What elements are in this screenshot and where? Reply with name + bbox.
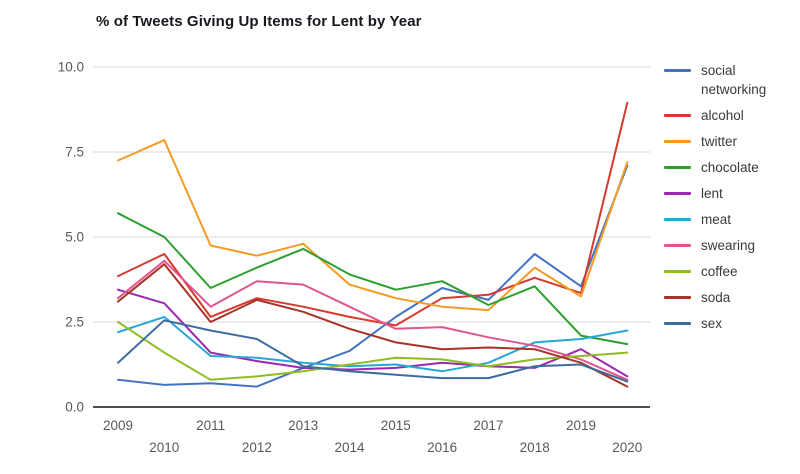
legend-label: swearing [701, 238, 756, 253]
chart-title: % of Tweets Giving Up Items for Lent by … [96, 13, 422, 30]
y-tick-label: 10.0 [58, 60, 84, 75]
series-line-soda [117, 263, 629, 388]
legend-item-lent: lent [664, 184, 798, 203]
legend-item-sex: sex [664, 314, 798, 333]
x-tick-label: 2009 [103, 418, 133, 433]
legend-label: meat [701, 212, 732, 227]
legend-swatch-icon [664, 296, 691, 299]
x-tick-label: 2019 [566, 418, 596, 433]
legend-swatch-icon [664, 270, 691, 273]
legend-label: sex [701, 316, 723, 331]
legend-label: alcohol [701, 108, 744, 123]
x-tick-label: 2013 [288, 418, 318, 433]
legend-label: chocolate [701, 160, 759, 175]
series-line-lent [117, 288, 629, 378]
legend-item-soda: soda [664, 288, 798, 307]
legend-label: soda [701, 290, 731, 305]
series-line-social-networking [117, 164, 629, 388]
series-line-swearing [117, 259, 629, 381]
legend-swatch-icon [664, 322, 691, 325]
legend: social networking alcohol twitter chocolate… [664, 61, 798, 340]
legend-item-alcohol: alcohol [664, 106, 798, 125]
legend-item-social-networking: social networking [664, 61, 798, 99]
x-tick-label: 2020 [612, 440, 642, 455]
legend-swatch-icon [664, 244, 691, 247]
legend-item-chocolate: chocolate [664, 158, 798, 177]
x-tick-label: 2014 [334, 440, 365, 455]
series-line-alcohol [117, 101, 629, 327]
legend-swatch-icon [664, 218, 691, 221]
legend-item-twitter: twitter [664, 132, 798, 151]
legend-item-swearing: swearing [664, 236, 798, 255]
legend-label: coffee [701, 264, 738, 279]
legend-swatch-icon [664, 192, 691, 195]
x-tick-label: 2018 [520, 440, 550, 455]
x-tick-label: 2016 [427, 440, 457, 455]
x-tick-label: 2011 [196, 418, 225, 433]
series-line-sex [117, 319, 629, 383]
legend-swatch-icon [664, 114, 691, 117]
legend-item-meat: meat [664, 210, 798, 229]
legend-swatch-icon [664, 69, 691, 72]
x-tick-label: 2010 [149, 440, 179, 455]
series-line-meat [117, 315, 629, 373]
legend-swatch-icon [664, 140, 691, 143]
y-tick-label: 2.5 [65, 315, 84, 330]
x-tick-label: 2015 [381, 418, 411, 433]
legend-swatch-icon [664, 166, 691, 169]
y-tick-label: 0.0 [65, 400, 84, 415]
series-line-twitter [117, 139, 629, 312]
legend-item-coffee: coffee [664, 262, 798, 281]
legend-label: twitter [701, 134, 738, 149]
y-tick-label: 5.0 [65, 230, 84, 245]
legend-label: lent [701, 186, 723, 201]
x-tick-label: 2017 [473, 418, 503, 433]
series-line-chocolate [117, 212, 629, 346]
series-line-coffee [117, 321, 629, 381]
legend-label: social networking [701, 63, 767, 97]
x-tick-label: 2012 [242, 440, 272, 455]
y-tick-label: 7.5 [65, 145, 84, 160]
